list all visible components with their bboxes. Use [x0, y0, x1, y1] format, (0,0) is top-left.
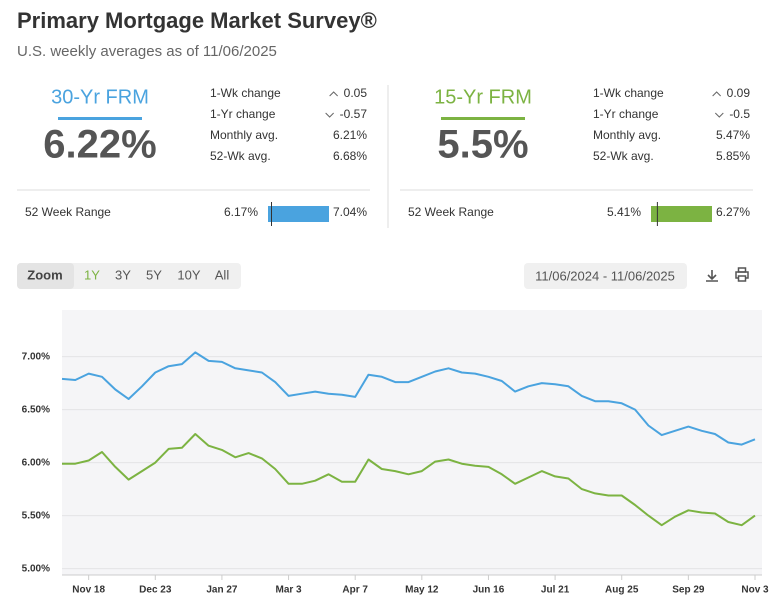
x-tick-label: Nov 3: [741, 585, 769, 596]
stat-label: Monthly avg.: [593, 128, 661, 142]
range-high: 7.04%: [333, 205, 367, 219]
page-title: Primary Mortgage Market Survey®: [17, 8, 377, 33]
x-tick-label: Jun 16: [473, 585, 505, 596]
card-title: 30-Yr FRM: [51, 86, 149, 108]
period-button[interactable]: 10Y: [177, 267, 200, 282]
rate-line: [61, 351, 756, 446]
stat-label: 52-Wk avg.: [210, 149, 271, 163]
date-range: 11/06/2024 - 11/06/2025: [535, 268, 675, 283]
stat-value: 0.05: [344, 86, 368, 100]
change-arrow: [712, 91, 721, 97]
stat-value: 6.21%: [333, 128, 367, 142]
stat-label: Monthly avg.: [210, 128, 278, 142]
range-label: 52 Week Range: [408, 205, 494, 219]
stat-label: 1-Wk change: [593, 86, 664, 100]
period-button[interactable]: 3Y: [115, 267, 131, 282]
x-tick-label: Apr 7: [342, 585, 368, 596]
stat-value: 0.09: [727, 86, 751, 100]
range-bar: [651, 206, 712, 222]
stat-label: 52-Wk avg.: [593, 149, 654, 163]
range-label: 52 Week Range: [25, 205, 111, 219]
range-low: 6.17%: [224, 205, 258, 219]
stat-label: 1-Yr change: [210, 107, 276, 121]
current-rate: 6.22%: [43, 123, 156, 167]
period-button[interactable]: All: [215, 267, 230, 282]
x-tick-label: Aug 25: [605, 585, 639, 596]
x-tick-label: Jan 27: [206, 585, 238, 596]
stat-value: -0.5: [729, 107, 750, 121]
plot-area: [62, 310, 762, 575]
rate-line: [62, 433, 756, 527]
card-title: 15-Yr FRM: [434, 86, 532, 108]
stat-value: 5.85%: [716, 149, 750, 163]
x-tick-label: Mar 3: [275, 585, 302, 596]
y-tick-label: 7.00%: [22, 351, 50, 362]
x-tick-label: May 12: [405, 585, 439, 596]
period-button[interactable]: 1Y: [84, 267, 100, 282]
y-tick-label: 5.50%: [22, 510, 50, 521]
range-bar: [268, 206, 329, 222]
y-tick-label: 6.50%: [22, 404, 50, 415]
change-arrow: [714, 112, 724, 118]
y-tick-label: 6.00%: [22, 457, 50, 468]
card-title-underline: [58, 117, 142, 120]
date-range-box[interactable]: [524, 263, 687, 289]
current-rate: 5.5%: [437, 123, 528, 167]
stat-label: 1-Wk change: [210, 86, 281, 100]
stat-label: 1-Yr change: [593, 107, 659, 121]
zoom-button[interactable]: [17, 263, 74, 289]
download-icon[interactable]: [706, 270, 718, 282]
range-low: 5.41%: [607, 205, 641, 219]
x-tick-label: Sep 29: [672, 585, 705, 596]
stat-value: -0.57: [340, 107, 368, 121]
stat-value: 6.68%: [333, 149, 367, 163]
x-tick-label: Nov 18: [72, 585, 105, 596]
x-tick-label: Jul 21: [541, 585, 570, 596]
card-title-underline: [441, 117, 525, 120]
change-arrow: [329, 91, 338, 97]
y-tick-label: 5.00%: [22, 563, 50, 574]
print-icon[interactable]: [735, 267, 749, 282]
x-tick-label: Dec 23: [139, 585, 172, 596]
zoom-label: Zoom: [27, 267, 62, 282]
change-arrow: [325, 112, 334, 118]
page-subtitle: U.S. weekly averages as of 11/06/2025: [17, 43, 277, 60]
stat-value: 5.47%: [716, 128, 750, 142]
range-high: 6.27%: [716, 205, 750, 219]
period-button[interactable]: 5Y: [146, 267, 162, 282]
